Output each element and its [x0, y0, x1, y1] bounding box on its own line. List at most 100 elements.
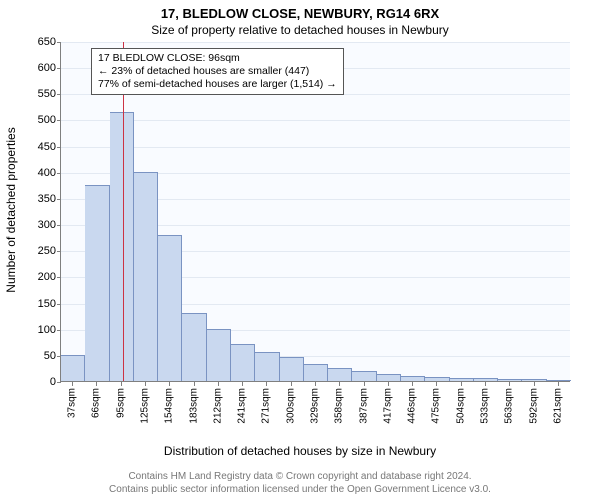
- histogram-bar: [328, 368, 352, 381]
- xtick-mark: [364, 382, 365, 386]
- ytick-mark: [57, 42, 61, 43]
- info-line-2: ← 23% of detached houses are smaller (44…: [98, 65, 337, 78]
- histogram-bar: [352, 371, 376, 381]
- ytick-mark: [57, 147, 61, 148]
- histogram-bar: [280, 357, 304, 381]
- xtick-mark: [96, 382, 97, 386]
- histogram-bar: [304, 364, 328, 381]
- xtick-label: 300sqm: [285, 388, 296, 424]
- histogram-bar: [182, 313, 206, 381]
- xtick-mark: [436, 382, 437, 386]
- ytick-label: 350: [16, 193, 56, 205]
- ytick-label: 150: [16, 298, 56, 310]
- histogram-bar: [425, 377, 449, 381]
- xtick-label: 621sqm: [552, 388, 563, 424]
- xtick-mark: [412, 382, 413, 386]
- ytick-label: 200: [16, 271, 56, 283]
- histogram-bar: [450, 378, 474, 381]
- histogram-bar: [401, 376, 425, 381]
- xtick-label: 446sqm: [407, 388, 418, 424]
- xtick-mark: [242, 382, 243, 386]
- xtick-label: 271sqm: [261, 388, 272, 424]
- xtick-mark: [169, 382, 170, 386]
- xtick-mark: [534, 382, 535, 386]
- ytick-label: 450: [16, 141, 56, 153]
- ytick-label: 100: [16, 324, 56, 336]
- ytick-label: 550: [16, 88, 56, 100]
- footer: Contains HM Land Registry data © Crown c…: [0, 470, 600, 496]
- gridline: [61, 120, 570, 121]
- ytick-mark: [57, 304, 61, 305]
- xtick-label: 241sqm: [237, 388, 248, 424]
- histogram-bar: [61, 355, 85, 381]
- histogram-bar: [547, 380, 571, 381]
- histogram-bar: [231, 344, 255, 381]
- xtick-mark: [339, 382, 340, 386]
- xtick-mark: [121, 382, 122, 386]
- footer-line-2: Contains public sector information licen…: [0, 483, 600, 496]
- ytick-mark: [57, 173, 61, 174]
- xtick-mark: [388, 382, 389, 386]
- ytick-mark: [57, 330, 61, 331]
- info-line-3: 77% of semi-detached houses are larger (…: [98, 78, 337, 91]
- ytick-label: 300: [16, 219, 56, 231]
- x-axis-label: Distribution of detached houses by size …: [0, 444, 600, 458]
- xtick-mark: [485, 382, 486, 386]
- xtick-label: 563sqm: [504, 388, 515, 424]
- xtick-label: 183sqm: [188, 388, 199, 424]
- chart-area: 17 BLEDLOW CLOSE: 96sqm ← 23% of detache…: [60, 42, 570, 422]
- xtick-label: 417sqm: [382, 388, 393, 424]
- ytick-label: 650: [16, 36, 56, 48]
- plot-region: 17 BLEDLOW CLOSE: 96sqm ← 23% of detache…: [60, 42, 570, 382]
- xtick-mark: [218, 382, 219, 386]
- ytick-mark: [57, 225, 61, 226]
- chart-subtitle: Size of property relative to detached ho…: [0, 21, 600, 37]
- xtick-label: 212sqm: [212, 388, 223, 424]
- histogram-bar: [134, 172, 158, 381]
- histogram-bar: [207, 329, 231, 381]
- xtick-label: 66sqm: [91, 388, 102, 418]
- info-box: 17 BLEDLOW CLOSE: 96sqm ← 23% of detache…: [91, 48, 344, 95]
- ytick-mark: [57, 68, 61, 69]
- gridline: [61, 147, 570, 148]
- ytick-mark: [57, 94, 61, 95]
- xtick-mark: [315, 382, 316, 386]
- histogram-bar: [255, 352, 279, 381]
- xtick-label: 533sqm: [480, 388, 491, 424]
- ytick-label: 600: [16, 62, 56, 74]
- xtick-mark: [461, 382, 462, 386]
- ytick-mark: [57, 277, 61, 278]
- ytick-label: 50: [16, 350, 56, 362]
- xtick-mark: [194, 382, 195, 386]
- xtick-mark: [291, 382, 292, 386]
- xtick-label: 329sqm: [310, 388, 321, 424]
- histogram-bar: [522, 379, 546, 381]
- ytick-label: 400: [16, 167, 56, 179]
- xtick-label: 592sqm: [528, 388, 539, 424]
- histogram-bar: [158, 235, 182, 381]
- gridline: [61, 42, 570, 43]
- xtick-mark: [72, 382, 73, 386]
- xtick-mark: [266, 382, 267, 386]
- xtick-label: 37sqm: [67, 388, 78, 418]
- footer-line-1: Contains HM Land Registry data © Crown c…: [0, 470, 600, 483]
- xtick-label: 358sqm: [334, 388, 345, 424]
- xtick-label: 95sqm: [115, 388, 126, 418]
- ytick-mark: [57, 382, 61, 383]
- ytick-label: 500: [16, 114, 56, 126]
- xtick-label: 125sqm: [140, 388, 151, 424]
- xtick-mark: [558, 382, 559, 386]
- xtick-mark: [509, 382, 510, 386]
- ytick-label: 250: [16, 245, 56, 257]
- info-line-1: 17 BLEDLOW CLOSE: 96sqm: [98, 52, 337, 65]
- xtick-label: 154sqm: [164, 388, 175, 424]
- ytick-mark: [57, 199, 61, 200]
- histogram-bar: [474, 378, 498, 381]
- histogram-bar: [377, 374, 401, 381]
- xtick-mark: [145, 382, 146, 386]
- xtick-label: 504sqm: [455, 388, 466, 424]
- ytick-mark: [57, 120, 61, 121]
- xtick-label: 475sqm: [431, 388, 442, 424]
- xtick-label: 387sqm: [358, 388, 369, 424]
- histogram-bar: [498, 379, 522, 381]
